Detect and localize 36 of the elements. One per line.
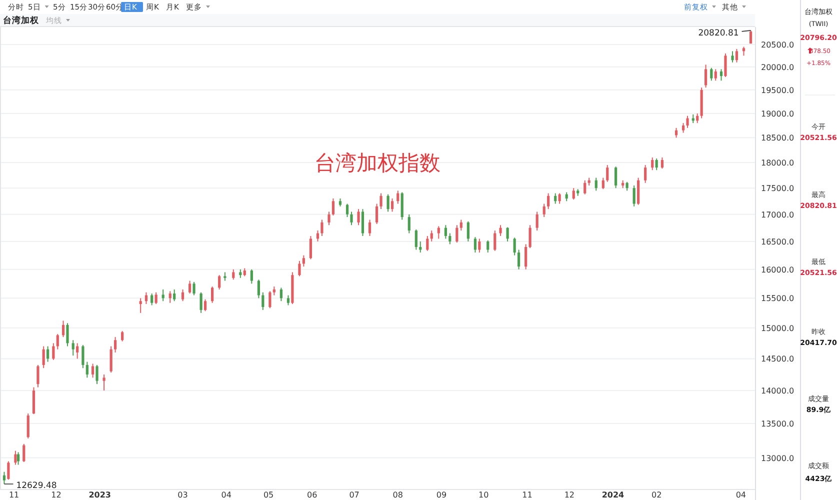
x-tick-label: 12: [564, 490, 575, 500]
x-tick-label: 04: [736, 490, 746, 500]
x-tick-label: 03: [178, 490, 188, 500]
x-tick-label: 05: [263, 490, 274, 500]
y-tick-label: 18500.0: [761, 134, 794, 143]
y-tick-label: 14000.0: [761, 386, 794, 396]
annotation: 12629.48: [16, 480, 57, 491]
x-tick-label: 07: [349, 490, 360, 500]
y-tick-label: 19000.0: [761, 109, 794, 118]
x-tick-label: 12: [51, 490, 62, 500]
y-tick-label: 17000.0: [761, 210, 794, 220]
chart-subtitle: 台湾加权: [3, 15, 40, 26]
x-tick-label: 10: [478, 490, 489, 500]
x-tick-label: 08: [392, 490, 403, 500]
text: 台湾加权指数: [314, 151, 440, 175]
x-tick-label: 09: [436, 490, 447, 500]
x-tick-label: 02: [651, 490, 662, 500]
x-tick-label: 11: [522, 490, 532, 500]
x-tick-label: 2023: [88, 490, 111, 500]
y-tick-label: 20000.0: [761, 62, 794, 72]
x-tick-label: 04: [221, 490, 232, 500]
x-tick-label: 2024: [602, 490, 625, 500]
annotation: 20820.81: [698, 28, 739, 38]
y-tick-label: 15500.0: [761, 294, 794, 304]
y-tick-label: 18000.0: [761, 158, 794, 168]
x-tick-label: 06: [307, 490, 318, 500]
x-tick-label: 11: [8, 490, 20, 500]
y-tick-label: 16000.0: [761, 265, 794, 274]
y-tick-label: 17500.0: [761, 184, 794, 194]
y-tick-label: 13000.0: [761, 454, 794, 463]
y-tick-label: 14500.0: [761, 354, 794, 364]
y-tick-label: 16500.0: [761, 237, 794, 246]
y-tick-label: 15000.0: [761, 324, 794, 333]
y-tick-label: 20500.0: [761, 40, 794, 50]
y-tick-label: 19500.0: [761, 86, 794, 95]
y-tick-label: 13500.0: [761, 420, 794, 429]
